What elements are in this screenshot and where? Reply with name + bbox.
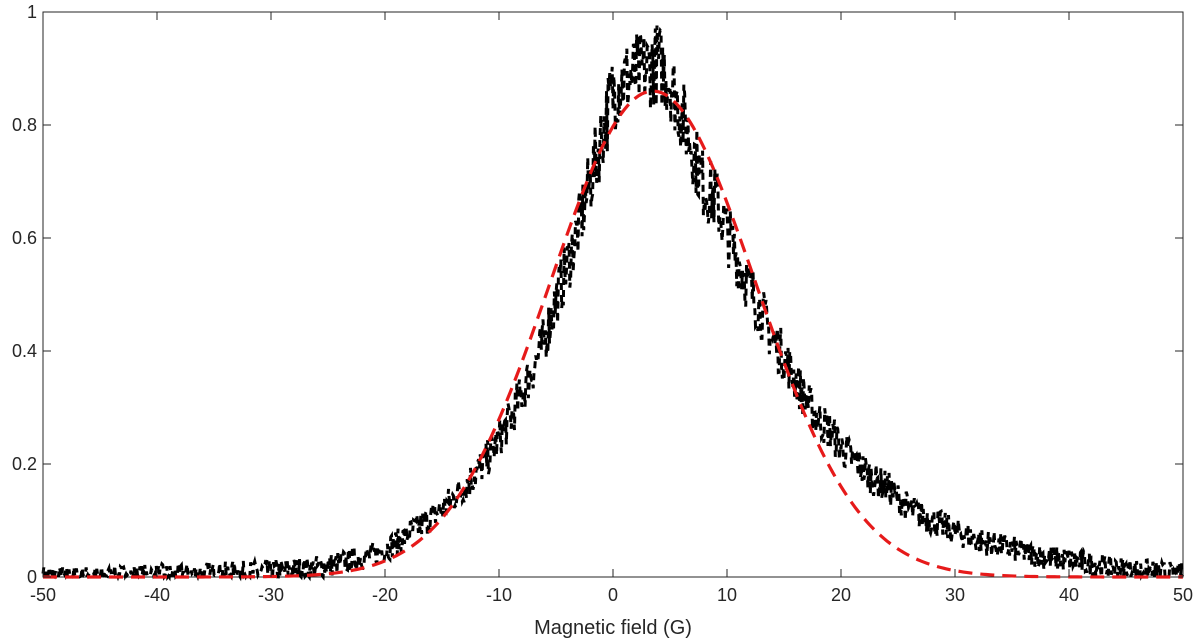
x-axis-label: Magnetic field (G) xyxy=(534,617,692,639)
x-tick-label: 30 xyxy=(945,585,965,605)
x-tick-label: 10 xyxy=(717,585,737,605)
plot-box xyxy=(42,11,1184,578)
x-tick-label: -10 xyxy=(486,585,512,605)
series-observed-line xyxy=(41,25,1185,582)
y-axis-ticks: 0 0.2 0.4 0.6 0.8 1 xyxy=(12,2,1183,587)
y-tick-label: 1 xyxy=(27,2,37,22)
plot-frame xyxy=(42,11,1184,578)
x-tick-label: -40 xyxy=(144,585,170,605)
y-tick-label: 0.6 xyxy=(12,228,37,248)
y-tick-label: 0 xyxy=(27,567,37,587)
x-tick-label: 20 xyxy=(831,585,851,605)
x-tick-label: 40 xyxy=(1059,585,1079,605)
x-tick-label: -30 xyxy=(258,585,284,605)
series-fit-line xyxy=(43,89,1183,579)
x-axis-ticks: -50 -40 -30 -20 -10 0 10 20 30 40 50 xyxy=(30,12,1193,605)
series-layer xyxy=(41,25,1185,582)
x-tick-label: -50 xyxy=(30,585,56,605)
y-tick-label: 0.4 xyxy=(12,341,37,361)
y-tick-label: 0.8 xyxy=(12,115,37,135)
y-tick-label: 0.2 xyxy=(12,454,37,474)
x-tick-label: -20 xyxy=(372,585,398,605)
x-tick-label: 0 xyxy=(608,585,618,605)
x-tick-label: 50 xyxy=(1173,585,1193,605)
